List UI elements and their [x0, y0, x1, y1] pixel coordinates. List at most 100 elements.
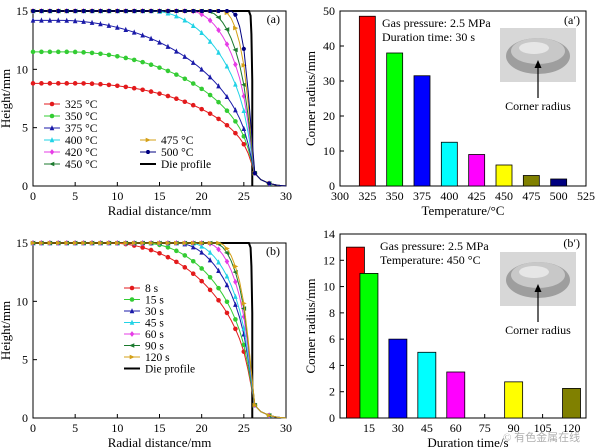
- series-point: [39, 240, 45, 246]
- inset-label: Corner radius: [505, 323, 571, 337]
- series-point: [241, 125, 247, 132]
- plot-frame: [339, 10, 587, 187]
- series-point: [190, 244, 196, 250]
- series-point: [56, 49, 61, 55]
- series-point: [207, 240, 213, 246]
- series-point: [174, 13, 179, 19]
- y-tick-label: 5: [22, 353, 28, 367]
- legend-label: Die profile: [161, 159, 211, 171]
- series-point: [266, 181, 272, 186]
- series-point: [182, 265, 188, 270]
- series-point: [233, 119, 238, 124]
- series-point: [81, 18, 86, 24]
- series-point: [89, 50, 95, 56]
- series-point: [199, 29, 204, 36]
- series-point: [106, 22, 112, 28]
- series-point: [56, 17, 61, 23]
- series-point: [148, 240, 154, 246]
- legend-label: 400 °C: [65, 135, 98, 147]
- series-point: [216, 267, 221, 273]
- y-tick-label: 4: [329, 358, 335, 372]
- series-point: [56, 240, 62, 246]
- series-point: [224, 41, 230, 48]
- series-point: [207, 287, 213, 293]
- series-point: [182, 76, 188, 82]
- series-point: [224, 250, 230, 256]
- inset-arrow-head: [534, 284, 542, 292]
- series-point: [233, 12, 238, 17]
- series-point: [224, 108, 230, 114]
- x-tick-label: 10: [111, 421, 123, 435]
- series-point: [165, 9, 171, 13]
- series-point: [233, 130, 238, 136]
- legend-marker: [145, 137, 151, 143]
- series-point: [233, 25, 239, 31]
- x-tick-label: 325: [358, 189, 376, 203]
- series-point: [140, 87, 145, 93]
- x-tick-label: 90: [508, 421, 520, 435]
- series-point: [131, 9, 137, 13]
- legend-label: 120 s: [145, 352, 170, 364]
- legend-marker: [129, 297, 135, 302]
- series-point: [140, 245, 145, 250]
- y-tick-label: 12: [323, 253, 335, 267]
- y-tick-label: 40: [323, 39, 335, 53]
- y-tick-label: 50: [323, 4, 335, 18]
- bar: [446, 371, 466, 419]
- series-point: [190, 81, 196, 86]
- series-point: [72, 49, 78, 55]
- x-tick-label: 15: [154, 421, 166, 435]
- legend-marker: [129, 285, 135, 291]
- legend-label: Die profile: [145, 364, 195, 376]
- legend-label: 350 °C: [65, 111, 98, 123]
- series-point: [224, 299, 230, 305]
- series-point: [140, 59, 145, 65]
- x-tick-label: 30: [392, 421, 404, 435]
- series-point: [216, 246, 221, 253]
- legend-marker: [145, 150, 151, 154]
- series-point: [115, 83, 120, 89]
- series-point: [89, 9, 95, 13]
- series-point: [174, 96, 179, 102]
- y-axis-label: Corner radius/mm: [303, 51, 318, 146]
- series-point: [199, 106, 204, 112]
- bar: [504, 381, 524, 419]
- series-point: [207, 17, 213, 24]
- series-point: [199, 66, 204, 72]
- legend-marker: [129, 354, 135, 360]
- chart-panel-b-prime: 15 30 45 60 75 90 105 120 0 2 4 6 8 10 12 14 Duration ti…: [303, 227, 587, 448]
- series-point: [30, 9, 36, 13]
- series-point: [72, 9, 78, 13]
- legend-marker: [49, 137, 55, 143]
- series-point: [207, 249, 213, 255]
- x-tick-label: 60: [450, 421, 462, 435]
- series-point: [233, 279, 238, 285]
- x-axis-label: Temperature/°C: [422, 203, 505, 218]
- legend-label: 30 s: [145, 306, 164, 318]
- series-point: [174, 9, 179, 13]
- series-point: [190, 271, 196, 277]
- series-point: [190, 102, 196, 108]
- series-point: [182, 99, 188, 105]
- series-point: [233, 317, 238, 322]
- series-point: [207, 9, 213, 13]
- legend-marker: [129, 308, 135, 314]
- x-tick-label: 350: [386, 189, 404, 203]
- bar: [358, 15, 376, 187]
- bar: [495, 164, 513, 187]
- series-point: [224, 310, 230, 316]
- legend-label: 500 °C: [161, 147, 194, 159]
- y-tick-label: 2: [329, 385, 335, 399]
- x-tick-label: 15: [363, 421, 375, 435]
- x-tick-label: 5: [72, 189, 78, 203]
- series-point: [98, 21, 103, 27]
- series-point: [199, 243, 204, 249]
- series-point: [106, 9, 112, 13]
- series-point: [182, 9, 188, 13]
- bar: [468, 154, 486, 187]
- legend-marker: [49, 113, 55, 119]
- series-point: [157, 39, 162, 45]
- legend-label: 420 °C: [65, 147, 98, 159]
